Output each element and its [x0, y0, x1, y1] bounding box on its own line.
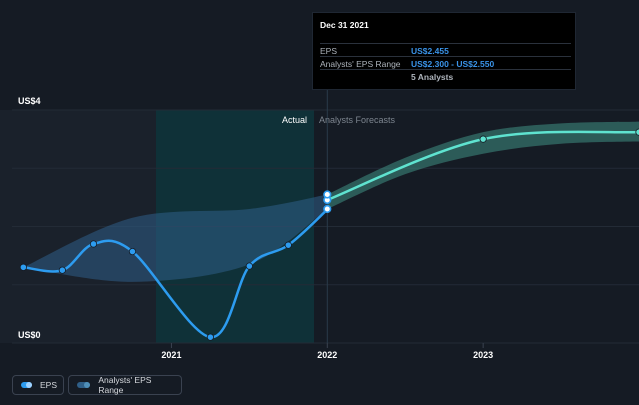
analysts-range-historical-area — [23, 194, 328, 282]
eps-point — [58, 266, 66, 274]
tooltip-eps-row: EPS US$2.455 — [320, 43, 571, 57]
tooltip-analysts-row: 5 Analysts — [320, 69, 571, 83]
y-axis-top-label: US$4 — [18, 96, 41, 106]
eps-point — [245, 262, 253, 270]
forecast-section-label: Analysts Forecasts — [319, 115, 396, 125]
tooltip-range-value: US$2.300 - US$2.550 — [411, 59, 495, 69]
legend-eps-label: EPS — [39, 380, 57, 390]
legend-analysts-range[interactable]: Analysts' EPS Range — [68, 375, 182, 395]
forecast-point — [479, 135, 487, 143]
x-tick-label: 2023 — [473, 350, 493, 360]
eps-legend-icon — [21, 382, 32, 388]
eps-point — [19, 263, 27, 271]
x-tick-label: 2021 — [161, 350, 181, 360]
tooltip-range-row: Analysts' EPS Range US$2.300 - US$2.550 — [320, 56, 571, 70]
range-legend-icon — [77, 382, 91, 388]
tooltip-date: Dec 31 2021 — [320, 20, 369, 30]
eps-point — [284, 241, 292, 249]
actual-section-label: Actual — [282, 115, 307, 125]
eps-point — [128, 247, 137, 256]
tooltip-eps-value: US$2.455 — [411, 46, 449, 56]
legend-range-label: Analysts' EPS Range — [98, 375, 152, 395]
tooltip-range-label: Analysts' EPS Range — [320, 59, 401, 69]
gridlines — [12, 109, 639, 344]
y-axis-bottom-label: US$0 — [18, 330, 41, 340]
range-marker-point — [323, 204, 332, 214]
tooltip-analysts-count: 5 Analysts — [411, 72, 454, 82]
legend-eps[interactable]: EPS — [12, 375, 64, 395]
range-marker-point — [323, 190, 332, 199]
x-tick-label: 2022 — [317, 350, 337, 360]
eps-tooltip: Dec 31 2021 EPS US$2.455 Analysts' EPS R… — [312, 12, 576, 90]
eps-line — [23, 208, 329, 339]
eps-point — [206, 333, 215, 341]
analysts-range-forecast-area — [327, 121, 639, 210]
eps-point — [89, 240, 98, 248]
tooltip-eps-label: EPS — [320, 46, 338, 56]
